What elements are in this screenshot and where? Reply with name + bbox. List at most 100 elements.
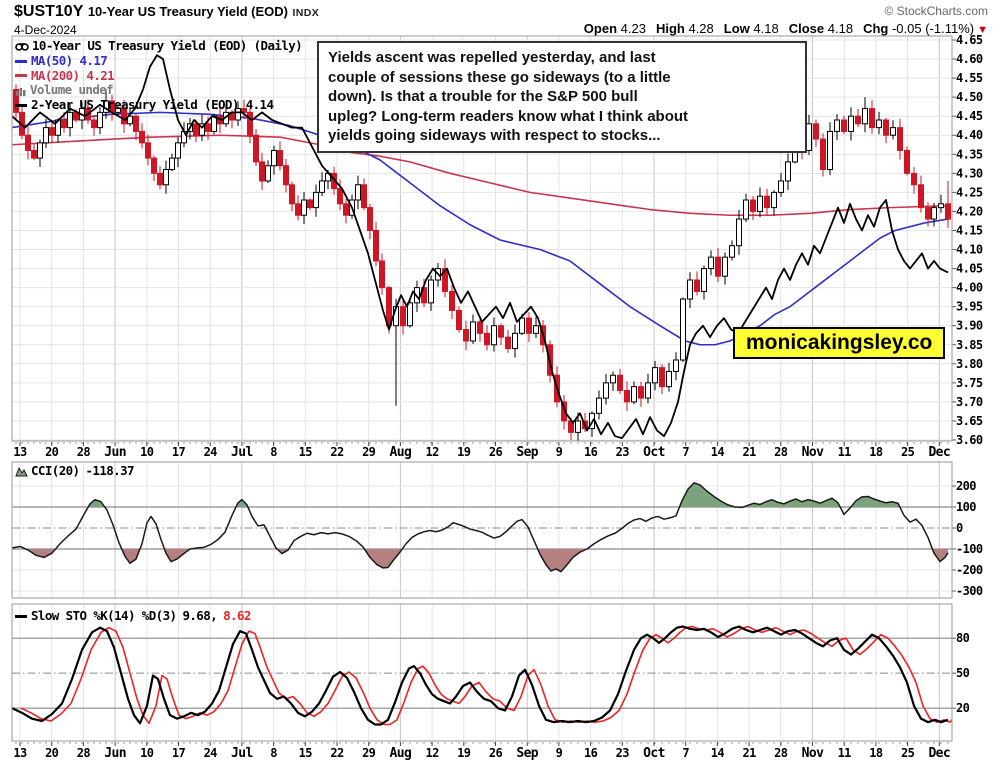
cci-value: -118.37 (85, 463, 134, 478)
svg-text:Sep: Sep (516, 746, 538, 761)
svg-text:0: 0 (956, 521, 963, 535)
cci-legend-row: CCI(20) -118.37 (15, 463, 135, 479)
svg-text:14: 14 (711, 746, 725, 760)
svg-text:4.10: 4.10 (956, 243, 983, 257)
svg-text:21: 21 (742, 445, 756, 459)
svg-text:15: 15 (299, 746, 313, 760)
svg-text:3.80: 3.80 (956, 357, 983, 371)
svg-text:8: 8 (270, 746, 277, 760)
svg-text:26: 26 (489, 445, 503, 459)
cci-legend-label: CCI(20) (31, 463, 80, 478)
svg-text:Aug: Aug (390, 746, 412, 761)
cci-area-icon (15, 466, 28, 477)
svg-text:Dec: Dec (928, 746, 950, 761)
svg-text:50: 50 (956, 666, 970, 680)
header: $UST10Y 10-Year US Treasury Yield (EOD) … (14, 3, 319, 37)
svg-text:Oct: Oct (643, 445, 665, 460)
chg-value: -0.05 (-1.11%) (891, 21, 975, 36)
svg-text:29: 29 (362, 746, 376, 760)
svg-text:8: 8 (270, 445, 277, 459)
open-label: Open (583, 21, 618, 36)
svg-text:28: 28 (774, 746, 788, 760)
svg-text:10: 10 (140, 746, 154, 760)
close-label: Close (788, 21, 825, 36)
svg-text:-200: -200 (956, 563, 983, 577)
svg-text:4.55: 4.55 (956, 71, 983, 85)
svg-text:3.70: 3.70 (956, 395, 983, 409)
svg-text:20: 20 (45, 746, 59, 760)
svg-text:15: 15 (299, 445, 313, 459)
svg-text:3.95: 3.95 (956, 300, 983, 314)
svg-text:3.65: 3.65 (956, 414, 983, 428)
svg-text:4.05: 4.05 (956, 262, 983, 276)
svg-text:17: 17 (172, 445, 186, 459)
svg-text:16: 16 (584, 746, 598, 760)
svg-text:11: 11 (838, 746, 852, 760)
header-right: © StockCharts.com Open 4.23 High 4.28 Low … (574, 4, 988, 36)
svg-text:18: 18 (869, 746, 883, 760)
quote-summary: Open 4.23 High 4.28 Low 4.18 Close 4.18 Chg … (574, 21, 988, 36)
svg-text:23: 23 (616, 746, 630, 760)
ust2y-legend-label: 2-Year US Treasury Yield (EOD) 4.14 (31, 97, 274, 113)
svg-text:13: 13 (13, 445, 27, 459)
svg-text:4.20: 4.20 (956, 204, 983, 218)
svg-text:14: 14 (711, 445, 725, 459)
svg-text:4.40: 4.40 (956, 128, 983, 142)
svg-text:200: 200 (956, 479, 976, 493)
svg-text:23: 23 (616, 445, 630, 459)
svg-text:Dec: Dec (928, 445, 950, 460)
svg-text:3.90: 3.90 (956, 319, 983, 333)
svg-text:16: 16 (584, 445, 598, 459)
svg-text:20: 20 (956, 701, 970, 715)
svg-text:28: 28 (77, 746, 91, 760)
svg-text:7: 7 (682, 445, 689, 459)
svg-text:4.35: 4.35 (956, 147, 983, 161)
ust2y-line-icon (15, 104, 27, 108)
sto-k-value: 9.68, (182, 608, 218, 623)
volume-bars-icon (15, 86, 27, 96)
svg-text:-300: -300 (956, 584, 983, 598)
annotation-note: Yields ascent was repelled yesterday, an… (317, 41, 807, 153)
svg-text:29: 29 (362, 445, 376, 459)
svg-text:3.60: 3.60 (956, 433, 983, 447)
price-legend-title-row: 10-Year US Treasury Yield (EOD) (Daily) (15, 38, 303, 54)
svg-text:Jun: Jun (104, 445, 126, 460)
svg-text:20: 20 (45, 445, 59, 459)
svg-text:13: 13 (13, 746, 27, 760)
chg-label: Chg (863, 21, 889, 36)
low-label: Low (723, 21, 750, 36)
svg-text:21: 21 (742, 746, 756, 760)
ma50-legend-row: MA(50) 4.17 (15, 53, 302, 69)
sto-legend-label: Slow STO %K(14) %D(3) (31, 608, 177, 623)
svg-text:100: 100 (956, 500, 976, 514)
svg-text:4.30: 4.30 (956, 166, 983, 180)
sto-legend-row: Slow STO %K(14) %D(3) 9.68, 8.62 (15, 608, 251, 624)
exchange-tag: INDX (292, 7, 320, 19)
svg-text:4.50: 4.50 (956, 90, 983, 104)
close-value: 4.18 (827, 21, 854, 36)
volume-legend-row: Volume undef (15, 83, 302, 98)
price-legend-title: 10-Year US Treasury Yield (EOD) (Daily) (32, 38, 303, 53)
ma200-legend-label: MA(200) 4.21 (31, 67, 115, 83)
svg-text:7: 7 (682, 746, 689, 760)
svg-text:Oct: Oct (643, 746, 665, 761)
price-legend: 10-Year US Treasury Yield (EOD) (Daily) … (15, 38, 303, 113)
ma50-line-icon (15, 59, 27, 63)
svg-text:22: 22 (330, 445, 344, 459)
svg-text:12: 12 (425, 445, 439, 459)
svg-text:Jul: Jul (231, 746, 253, 761)
svg-text:17: 17 (172, 746, 186, 760)
svg-text:3.75: 3.75 (956, 376, 983, 390)
svg-text:80: 80 (956, 631, 970, 645)
svg-text:Sep: Sep (516, 445, 538, 460)
volume-legend-label: Volume undef (30, 82, 114, 98)
cci-legend: CCI(20) -118.37 (15, 463, 135, 479)
svg-text:9: 9 (556, 445, 563, 459)
svg-text:28: 28 (77, 445, 91, 459)
high-label: High (655, 21, 685, 36)
svg-text:9: 9 (556, 746, 563, 760)
svg-text:25: 25 (901, 746, 915, 760)
svg-text:18: 18 (869, 445, 883, 459)
svg-text:Nov: Nov (802, 445, 824, 460)
